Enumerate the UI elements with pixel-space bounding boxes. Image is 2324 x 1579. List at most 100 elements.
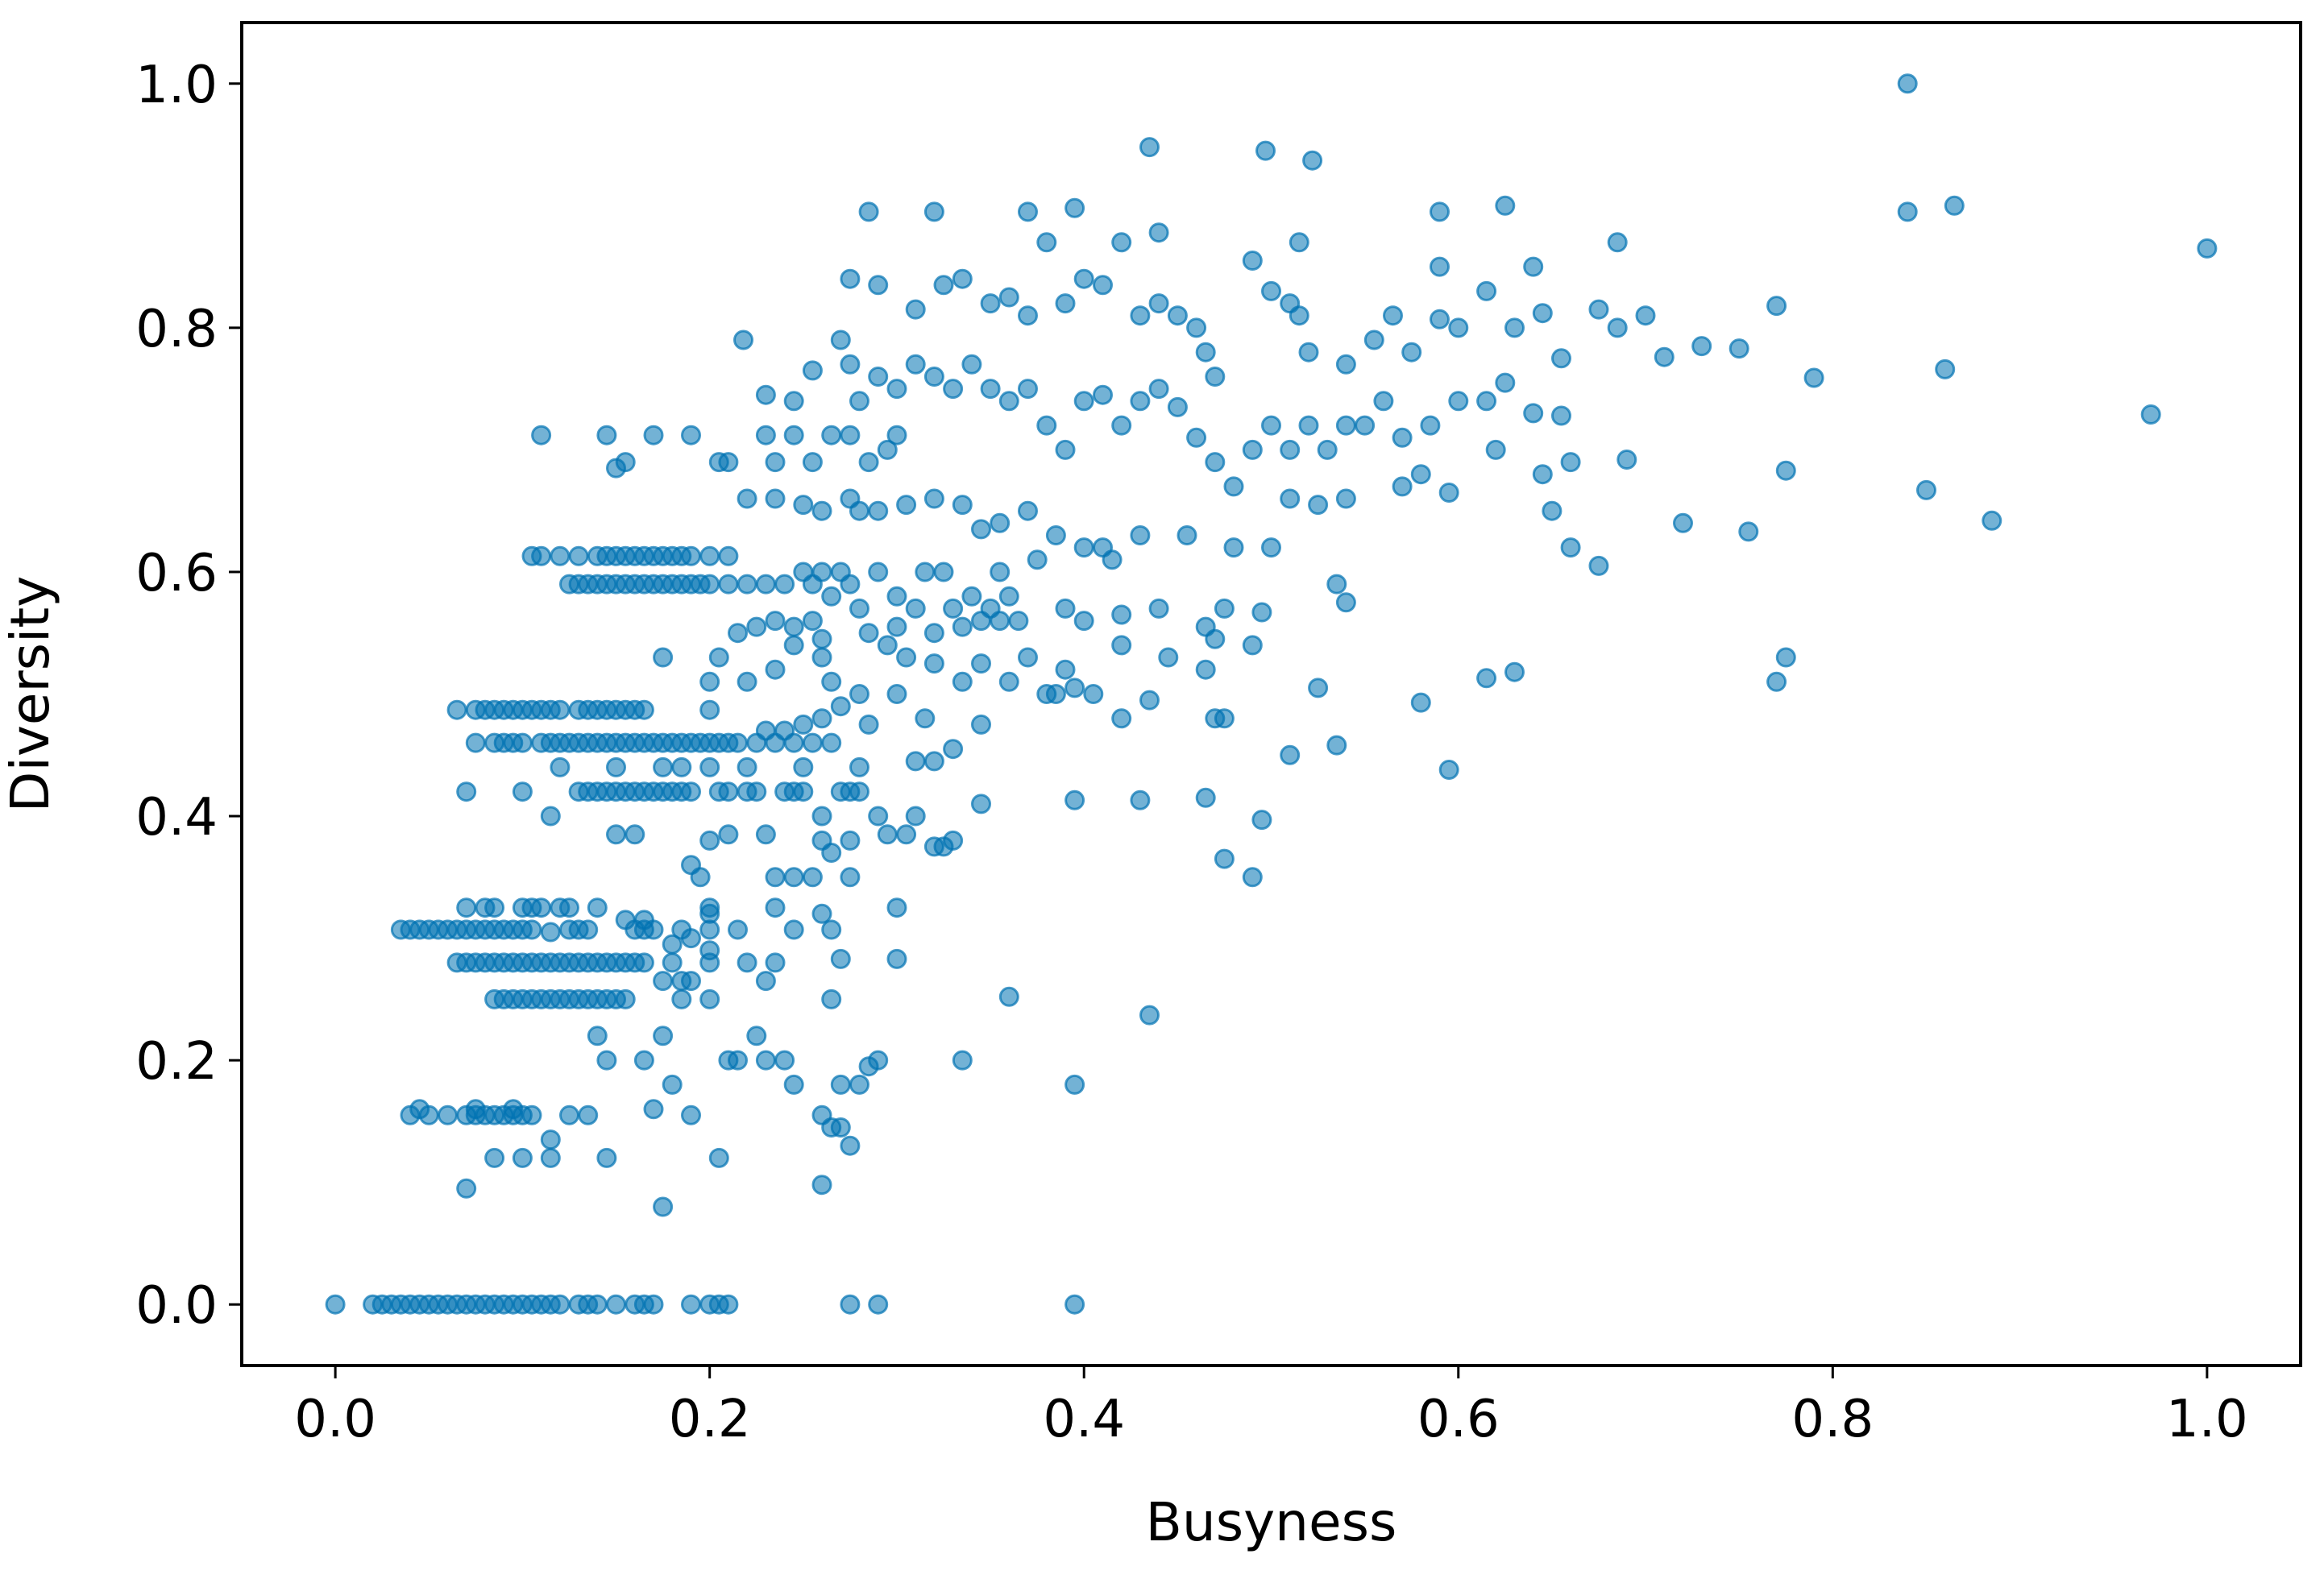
data-point bbox=[1064, 197, 1085, 218]
data-point bbox=[1195, 616, 1216, 637]
data-point bbox=[671, 756, 692, 777]
data-point bbox=[821, 425, 842, 446]
data-point bbox=[1073, 611, 1094, 632]
data-point bbox=[1055, 598, 1076, 619]
data-point bbox=[1560, 537, 1581, 558]
data-point bbox=[746, 781, 767, 802]
data-point bbox=[606, 824, 626, 845]
data-point bbox=[849, 756, 869, 777]
data-point bbox=[1523, 256, 1544, 277]
data-point bbox=[512, 1147, 533, 1168]
data-point bbox=[512, 732, 533, 753]
data-point bbox=[1935, 358, 1956, 379]
data-point bbox=[915, 708, 936, 729]
data-point bbox=[840, 1135, 861, 1156]
data-point bbox=[971, 519, 991, 540]
data-point bbox=[1410, 692, 1431, 713]
data-point bbox=[746, 1026, 767, 1046]
data-point bbox=[1495, 372, 1516, 393]
data-point bbox=[465, 1099, 486, 1120]
data-point bbox=[1280, 744, 1301, 765]
data-point bbox=[1186, 427, 1207, 448]
data-point bbox=[858, 452, 879, 473]
data-point bbox=[765, 611, 786, 632]
data-point bbox=[521, 1104, 542, 1125]
data-point bbox=[990, 512, 1011, 533]
data-point bbox=[1139, 690, 1160, 711]
data-point bbox=[681, 971, 701, 992]
data-point bbox=[858, 1056, 879, 1077]
data-point bbox=[1018, 379, 1038, 400]
data-point bbox=[2197, 238, 2218, 259]
data-point bbox=[746, 732, 767, 753]
data-point bbox=[1448, 317, 1469, 338]
data-point bbox=[1532, 303, 1553, 324]
data-point bbox=[1111, 604, 1132, 625]
x-tick-label: 0.6 bbox=[1417, 1390, 1500, 1449]
data-point bbox=[1542, 500, 1562, 521]
data-point bbox=[886, 897, 907, 918]
data-point bbox=[802, 452, 823, 473]
data-point bbox=[1430, 309, 1450, 329]
data-point bbox=[615, 988, 636, 1009]
data-point bbox=[521, 919, 542, 940]
data-point bbox=[550, 699, 571, 720]
data-point bbox=[886, 586, 907, 607]
data-point bbox=[811, 562, 832, 582]
data-point bbox=[1064, 678, 1085, 698]
data-point bbox=[755, 384, 776, 405]
data-point bbox=[1261, 415, 1281, 436]
data-point bbox=[905, 806, 926, 827]
data-point bbox=[1916, 479, 1936, 500]
data-point bbox=[1523, 403, 1544, 424]
data-point bbox=[633, 1050, 654, 1071]
data-point bbox=[1897, 201, 1918, 222]
data-point bbox=[765, 732, 786, 753]
data-point bbox=[858, 714, 879, 735]
data-point bbox=[1944, 195, 1965, 216]
data-point bbox=[1691, 336, 1712, 357]
data-point bbox=[1055, 293, 1076, 314]
data-point bbox=[633, 952, 654, 973]
data-point bbox=[811, 500, 832, 521]
data-point bbox=[503, 1099, 524, 1120]
data-point bbox=[456, 1178, 477, 1199]
data-point bbox=[1205, 452, 1226, 473]
data-point bbox=[718, 545, 739, 566]
data-point bbox=[1775, 647, 1796, 668]
data-point bbox=[886, 616, 907, 637]
data-point bbox=[531, 545, 552, 566]
data-point bbox=[484, 1147, 505, 1168]
data-point bbox=[774, 1050, 795, 1071]
data-point bbox=[933, 562, 954, 582]
data-point bbox=[643, 1099, 664, 1120]
data-point bbox=[2140, 404, 2161, 425]
data-point bbox=[755, 824, 776, 845]
data-point bbox=[1036, 232, 1057, 253]
data-point bbox=[699, 830, 720, 851]
x-tick-label: 0.2 bbox=[669, 1390, 751, 1449]
data-point bbox=[728, 919, 748, 940]
data-point bbox=[858, 201, 879, 222]
data-point bbox=[821, 988, 842, 1009]
data-point bbox=[755, 574, 776, 595]
data-point bbox=[952, 495, 973, 516]
data-point bbox=[708, 647, 729, 668]
data-point bbox=[793, 495, 814, 516]
data-point bbox=[886, 684, 907, 704]
data-point bbox=[1383, 305, 1403, 326]
data-point bbox=[596, 1147, 617, 1168]
data-point bbox=[1018, 305, 1038, 326]
data-point bbox=[1195, 659, 1216, 680]
data-point bbox=[456, 897, 477, 918]
data-point bbox=[802, 732, 823, 753]
data-point bbox=[783, 732, 804, 753]
data-point bbox=[877, 824, 898, 845]
data-point bbox=[1728, 338, 1749, 359]
data-point bbox=[1008, 611, 1029, 632]
data-point bbox=[1616, 450, 1637, 470]
data-point bbox=[849, 598, 869, 619]
data-point bbox=[952, 671, 973, 692]
data-point bbox=[718, 574, 739, 595]
data-point bbox=[699, 940, 720, 961]
